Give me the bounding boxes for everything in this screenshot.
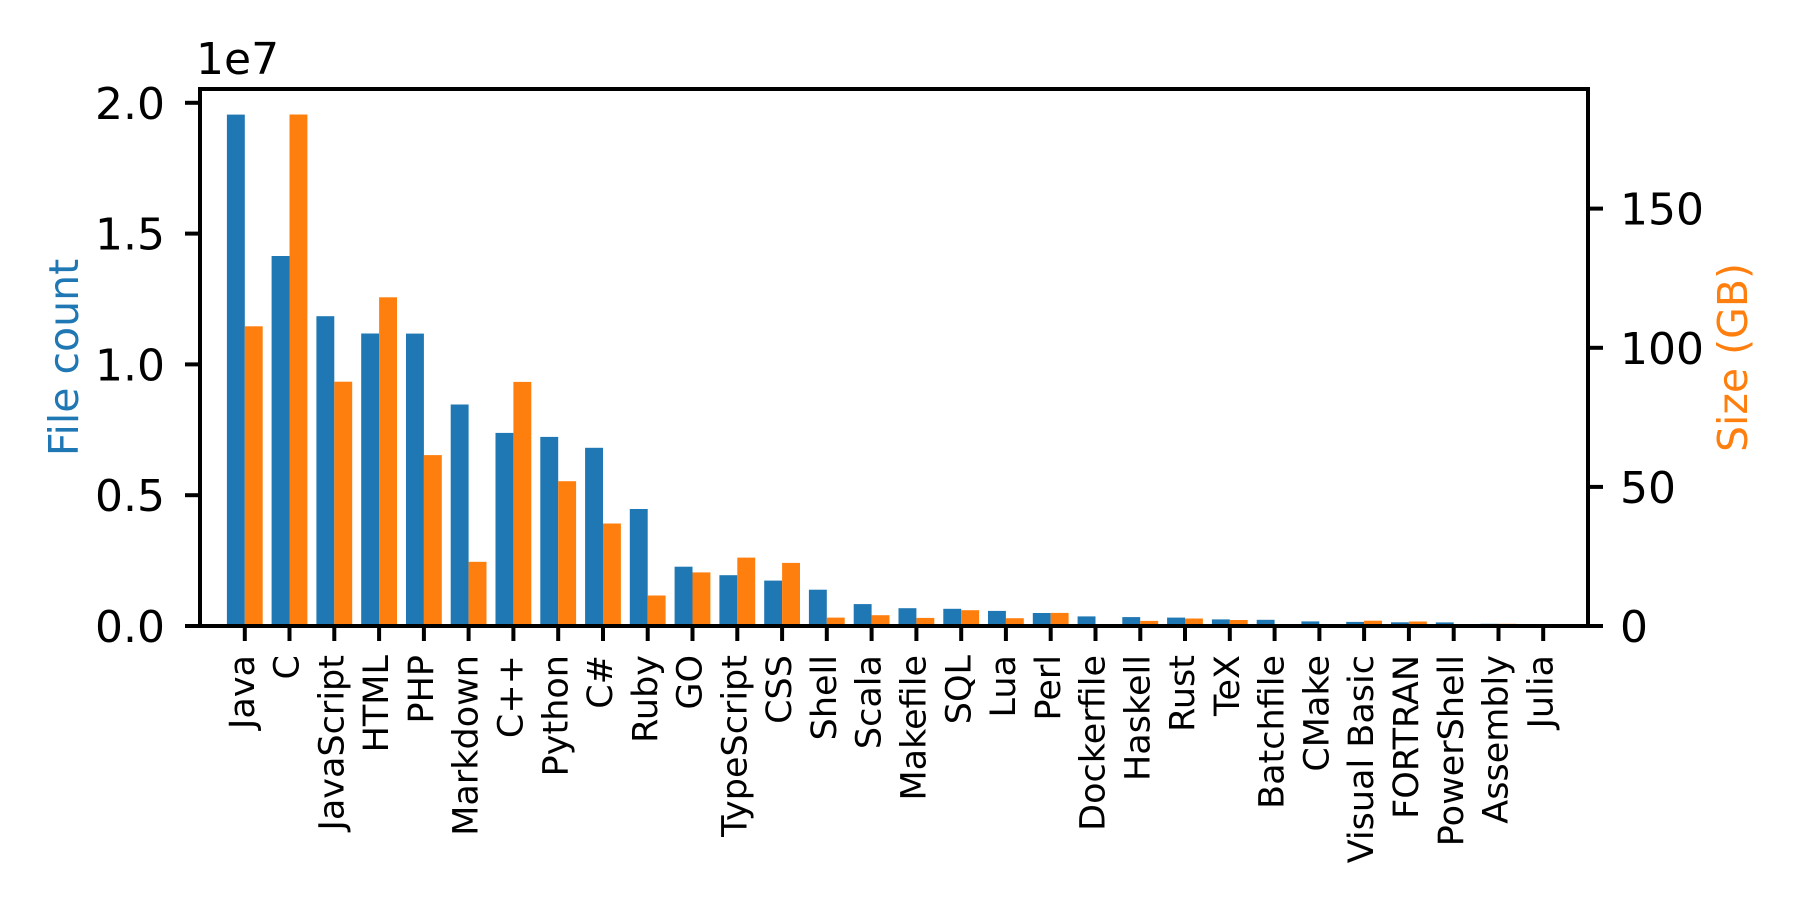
bar-size-php xyxy=(423,455,442,626)
x-tick-label-visual-basic: Visual Basic xyxy=(1342,655,1382,863)
bar-file-count-php xyxy=(406,333,424,626)
y-right-tick-label: 50 xyxy=(1620,463,1676,514)
bar-file-count-rust xyxy=(1167,617,1185,626)
bar-size-shell xyxy=(826,617,845,626)
bar-file-count-c xyxy=(271,256,290,626)
bar-size-lua xyxy=(1005,618,1024,626)
bar-file-count-scala xyxy=(853,604,872,626)
bar-size-c xyxy=(603,523,621,626)
bar-file-count-perl xyxy=(1032,613,1051,626)
bar-file-count-go xyxy=(674,566,693,626)
y-left-tick-label: 2.0 xyxy=(95,79,165,130)
bar-size-perl xyxy=(1050,612,1069,626)
bar-file-count-dockerfile xyxy=(1077,616,1096,626)
bar-size-ruby xyxy=(647,595,666,626)
x-tick-label-dockerfile: Dockerfile xyxy=(1074,655,1114,831)
bar-size-typescript xyxy=(737,557,756,626)
x-tick-label-haskell: Haskell xyxy=(1118,655,1158,781)
bar-file-count-html xyxy=(361,333,380,626)
bar-file-count-c xyxy=(585,447,603,626)
x-tick-label-php: PHP xyxy=(402,655,442,724)
bar-size-c xyxy=(513,381,532,626)
x-tick-label-powershell: PowerShell xyxy=(1432,655,1472,846)
x-tick-label-java: Java xyxy=(223,655,263,731)
x-tick-label-c: C xyxy=(268,655,308,679)
bar-size-html xyxy=(379,297,397,626)
x-tick-label-python: Python xyxy=(536,655,576,776)
x-tick-label-lua: Lua xyxy=(984,655,1024,718)
x-tick-label-scala: Scala xyxy=(850,655,890,749)
bar-file-count-shell xyxy=(808,589,827,626)
bar-size-go xyxy=(692,572,711,626)
bar-size-haskell xyxy=(1140,620,1159,626)
bar-size-python xyxy=(558,481,577,626)
bar-file-count-ruby xyxy=(629,509,648,626)
bar-size-visual-basic xyxy=(1364,620,1382,626)
bar-file-count-java xyxy=(226,114,245,626)
x-tick-label-makefile: Makefile xyxy=(895,655,935,801)
bar-size-scala xyxy=(871,615,890,626)
x-tick-label-javascript: JavaScript xyxy=(312,655,352,832)
bar-size-javascript xyxy=(334,381,353,626)
y-left-tick-label: 1.0 xyxy=(95,340,165,391)
bar-file-count-typescript xyxy=(719,575,738,626)
x-tick-label-c: C# xyxy=(581,655,621,709)
x-tick-label-html: HTML xyxy=(357,655,397,753)
bar-size-css xyxy=(782,562,800,626)
bar-file-count-cmake xyxy=(1301,621,1320,626)
plot-border xyxy=(198,87,1590,628)
x-tick-label-rust: Rust xyxy=(1163,655,1203,732)
y-right-tick-label: 150 xyxy=(1620,185,1704,236)
x-tick-label-c: C++ xyxy=(492,655,532,738)
bar-file-count-makefile xyxy=(898,608,917,626)
x-tick-label-assembly: Assembly xyxy=(1477,655,1517,824)
bar-size-rust xyxy=(1185,618,1203,626)
bar-file-count-python xyxy=(540,436,559,626)
bar-file-count-lua xyxy=(988,610,1006,626)
bar-size-fortran xyxy=(1408,621,1427,626)
y-right-tick-label: 100 xyxy=(1620,324,1704,375)
bar-size-c xyxy=(289,114,308,626)
bar-file-count-haskell xyxy=(1122,617,1141,626)
x-tick-label-tex: TeX xyxy=(1208,655,1248,717)
bar-size-markdown xyxy=(468,561,487,626)
x-tick-label-typescript: TypeScript xyxy=(715,655,755,838)
x-tick-label-shell: Shell xyxy=(805,655,845,740)
bar-file-count-visual-basic xyxy=(1346,621,1365,626)
bar-size-makefile xyxy=(916,617,935,626)
right-axis-title: Size (GB) xyxy=(1709,263,1757,452)
x-tick-label-cmake: CMake xyxy=(1298,655,1338,772)
bar-size-java xyxy=(244,326,263,626)
bar-file-count-c xyxy=(495,432,514,626)
bar-file-count-css xyxy=(764,580,783,626)
x-tick-label-fortran: FORTRAN xyxy=(1387,655,1427,819)
left-axis-offset-label: 1e7 xyxy=(196,34,279,85)
x-tick-label-markdown: Markdown xyxy=(447,655,487,836)
x-tick-label-go: GO xyxy=(671,655,711,710)
bar-file-count-sql xyxy=(943,608,962,626)
x-tick-label-css: CSS xyxy=(760,655,800,724)
x-tick-label-ruby: Ruby xyxy=(626,655,666,743)
x-tick-label-julia: Julia xyxy=(1521,655,1561,730)
bar-size-sql xyxy=(961,610,980,626)
bar-file-count-batchfile xyxy=(1256,619,1275,626)
bar-file-count-javascript xyxy=(316,316,335,626)
y-right-tick-label: 0 xyxy=(1620,602,1648,653)
bar-size-tex xyxy=(1229,620,1248,626)
x-tick-label-sql: SQL xyxy=(939,655,979,725)
y-left-tick-label: 0.5 xyxy=(95,471,165,522)
y-left-tick-label: 0.0 xyxy=(95,602,165,653)
bar-file-count-markdown xyxy=(450,404,469,626)
left-axis-title: File count xyxy=(40,259,88,456)
bar-file-count-tex xyxy=(1211,619,1230,626)
y-left-tick-label: 1.5 xyxy=(95,210,165,261)
x-tick-label-perl: Perl xyxy=(1029,655,1069,721)
x-tick-label-batchfile: Batchfile xyxy=(1253,655,1293,809)
